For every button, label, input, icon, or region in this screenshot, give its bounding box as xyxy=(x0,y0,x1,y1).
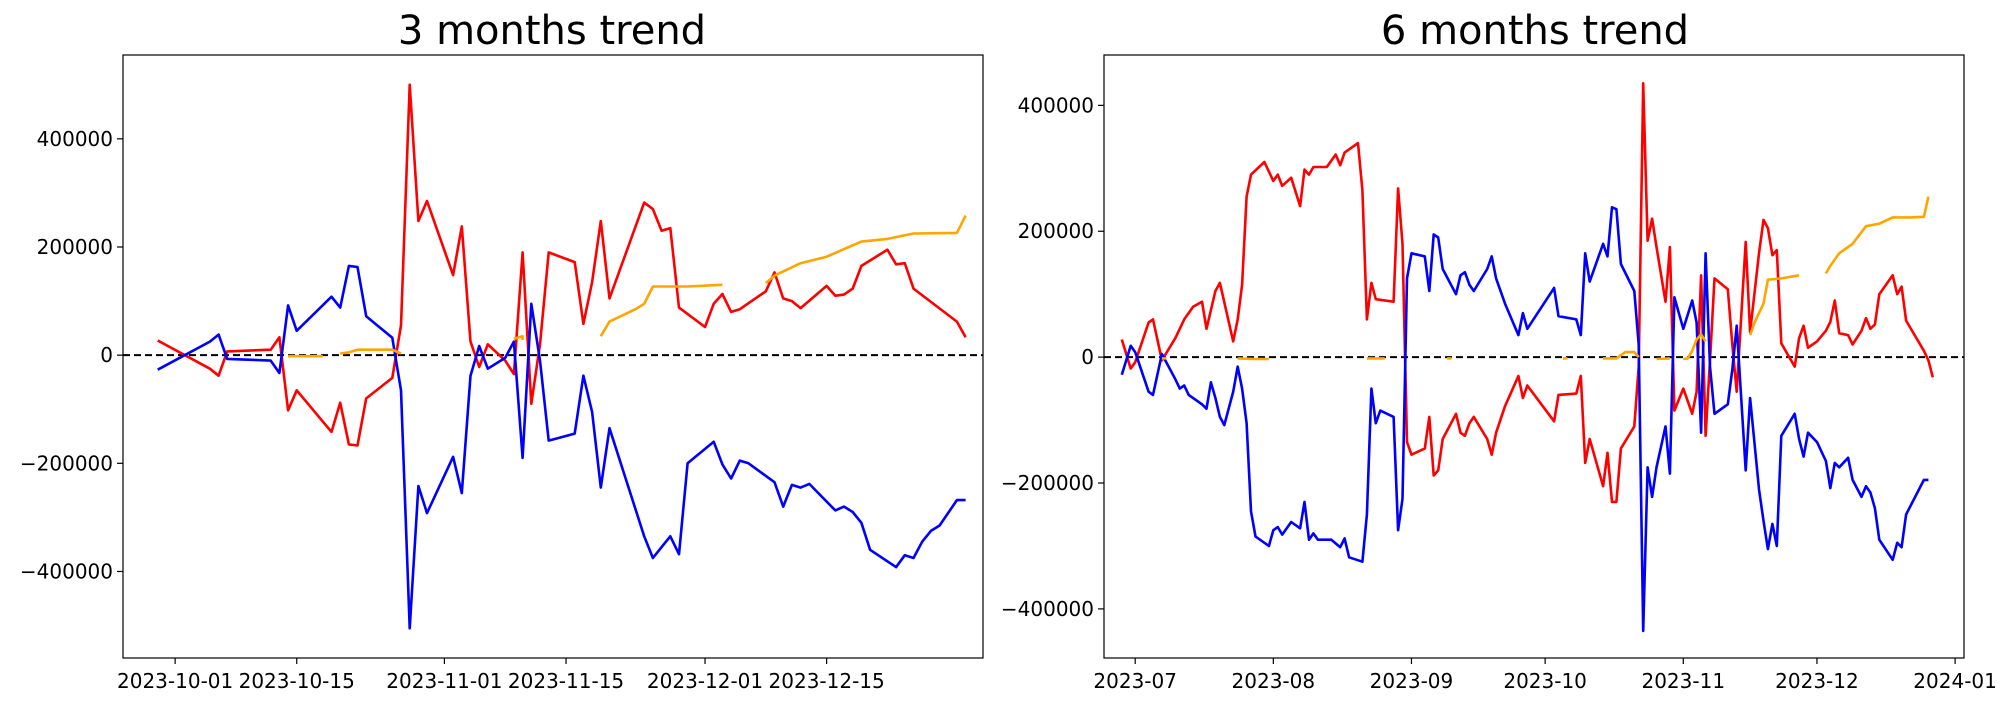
series-line-2-segment-1 xyxy=(1237,357,1269,361)
plot-frame xyxy=(1103,54,1965,659)
chart-6-months: 6 months trend −400000 −200000 0 200000 4000… xyxy=(1001,8,1997,693)
y-tick-label: −400000 xyxy=(20,559,113,583)
y-tick-label: −200000 xyxy=(20,451,113,475)
x-tick-label: 2023-12 xyxy=(1775,669,1859,693)
x-tick-label: 2023-12-01 xyxy=(647,669,763,693)
x-tick-label: 2023-08 xyxy=(1232,669,1316,693)
y-tick-label: 200000 xyxy=(1018,219,1094,243)
chart-3-months: 3 months trend −400000 −200000 0 200000 4000… xyxy=(20,8,984,693)
y-tick-label: −200000 xyxy=(1001,471,1094,495)
series-line-2-segment-5 xyxy=(1603,350,1640,360)
series-line-0-segment-0 xyxy=(157,83,967,447)
series-line-2-segment-9 xyxy=(1824,196,1930,275)
chart-title: 6 months trend xyxy=(1381,8,1689,54)
series-line-1-segment-0 xyxy=(1120,206,1929,633)
x-tick-label: 2023-12-15 xyxy=(769,669,885,693)
plot-frame xyxy=(122,54,984,659)
x-tick-label: 2023-11 xyxy=(1641,669,1725,693)
x-tick-label: 2023-07 xyxy=(1093,669,1177,693)
series-line-0-segment-0 xyxy=(1120,82,1935,504)
y-tick-label: 400000 xyxy=(1018,93,1094,117)
x-tick-label: 2023-10-01 xyxy=(117,669,233,693)
series-line-2-segment-6 xyxy=(1656,357,1670,361)
x-tick-label: 2023-09 xyxy=(1370,669,1454,693)
y-tick-label: 400000 xyxy=(37,127,113,151)
y-tick-label: −400000 xyxy=(1001,597,1094,621)
x-tick-label: 2023-11-01 xyxy=(386,669,502,693)
series-line-2-segment-7 xyxy=(1683,333,1707,361)
series-line-2-segment-3 xyxy=(599,283,723,337)
series-line-2-segment-2 xyxy=(513,334,524,341)
x-tick-label: 2024-01 xyxy=(1913,669,1997,693)
x-tick-label: 2023-10 xyxy=(1503,669,1587,693)
series-line-1-segment-0 xyxy=(157,264,966,630)
series-line-2-segment-8 xyxy=(1748,274,1800,336)
x-tick-label: 2023-11-15 xyxy=(508,669,624,693)
x-tick-label: 2023-10-15 xyxy=(239,669,355,693)
y-tick-label: 0 xyxy=(1081,345,1094,369)
y-tick-label: 0 xyxy=(100,343,113,367)
series-line-2-segment-4 xyxy=(764,215,967,285)
chart-title: 3 months trend xyxy=(398,8,706,54)
series-line-2-segment-1 xyxy=(340,348,402,355)
y-tick-label: 200000 xyxy=(37,235,113,259)
